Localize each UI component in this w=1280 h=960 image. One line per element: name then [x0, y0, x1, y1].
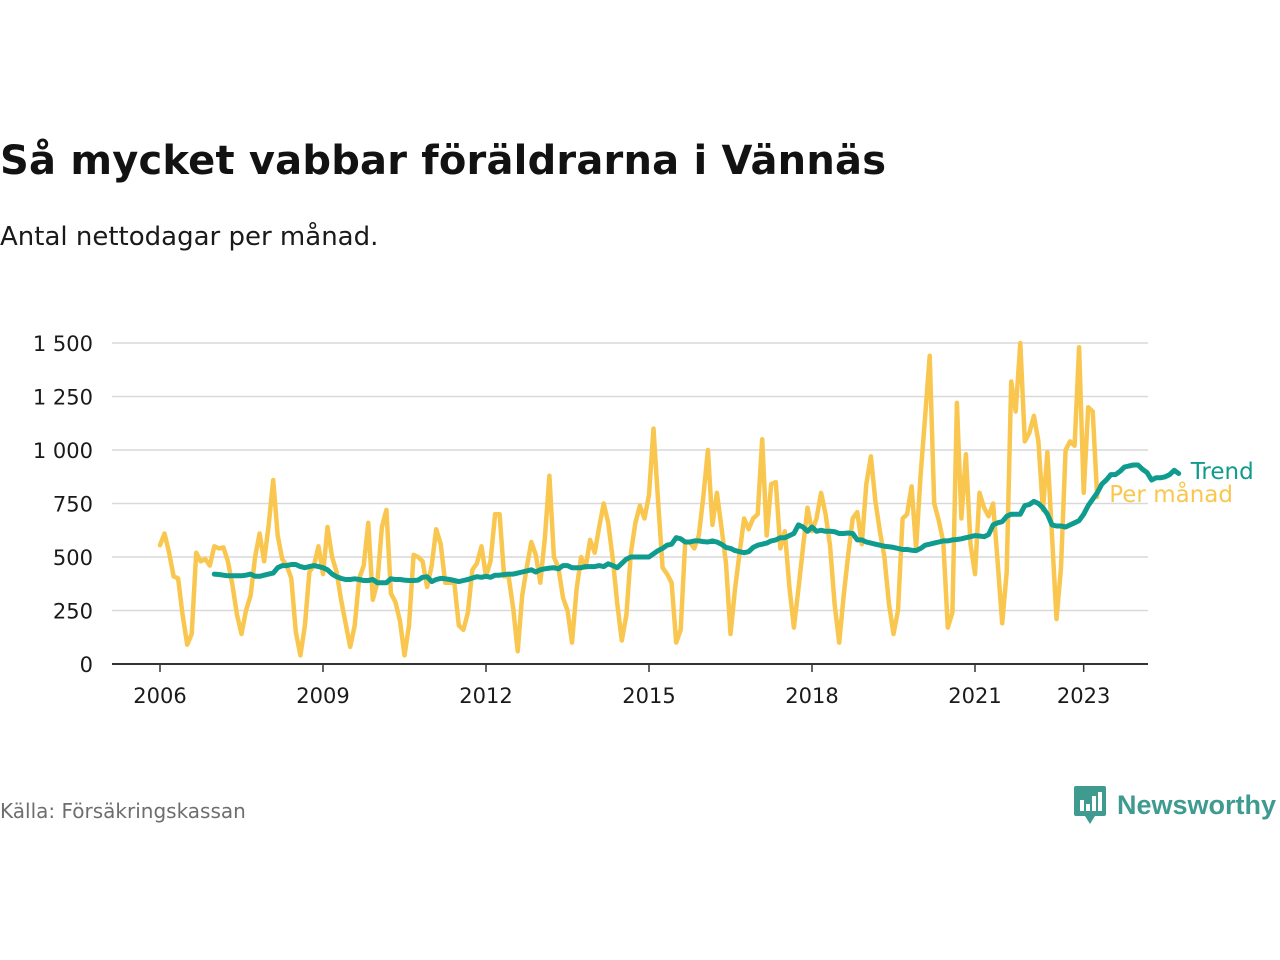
newsworthy-logo-icon [1073, 786, 1106, 824]
y-tick-label: 1 500 [33, 332, 93, 356]
series-label-per-month: Per månad [1109, 480, 1233, 508]
brand-logo: Newsworthy [1073, 784, 1276, 826]
source-note: Källa: Försäkringskassan [0, 799, 246, 823]
chart-title: Så mycket vabbar föräldrarna i Vännäs [0, 138, 887, 184]
x-tick-label: 2021 [948, 684, 1001, 708]
y-tick-label: 750 [53, 493, 93, 517]
gridlines [112, 342, 1148, 612]
x-tick-label: 2006 [133, 684, 186, 708]
x-tick-label: 2015 [622, 684, 675, 708]
x-tick-label: 2018 [785, 684, 838, 708]
series-label-trend: Trend [1190, 459, 1254, 485]
y-tick-label: 0 [80, 653, 93, 677]
series-line-per-month [157, 340, 1100, 658]
x-tick-label: 2009 [296, 684, 349, 708]
y-tick-label: 250 [53, 600, 93, 624]
y-tick-label: 1 250 [33, 386, 93, 410]
chart-subtitle: Antal nettodagar per månad. [0, 222, 379, 252]
series-lines [157, 340, 1182, 658]
y-tick-label: 1 000 [33, 439, 93, 463]
series-line-trend [211, 462, 1182, 586]
y-axis-tick-labels: 0 250 500 750 1 000 1 250 1 500 [33, 332, 93, 677]
x-axis: 2006 2009 2012 2015 2018 2021 2023 [112, 663, 1148, 708]
x-tick-label: 2023 [1057, 684, 1110, 708]
x-tick-label: 2012 [459, 684, 512, 708]
brand-name: Newsworthy [1116, 789, 1276, 820]
y-tick-label: 500 [53, 546, 93, 570]
